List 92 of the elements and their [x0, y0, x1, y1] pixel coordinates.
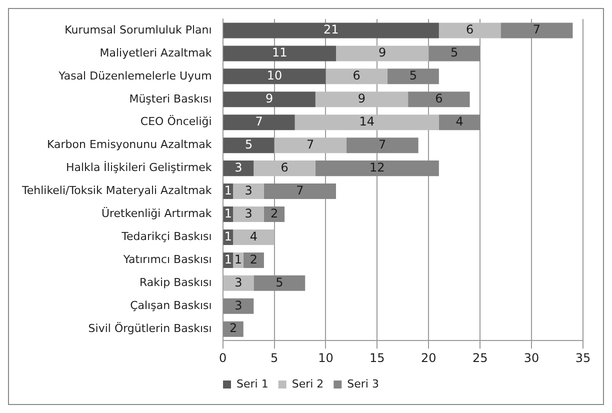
- data-label: 10: [266, 68, 282, 83]
- x-tick-label: 5: [270, 350, 278, 365]
- bar: [387, 68, 439, 84]
- bar: [294, 114, 439, 130]
- bar: [233, 229, 274, 245]
- y-tick-label: Karbon Emisyonunu Azaltmak: [47, 138, 212, 152]
- bar: [274, 138, 346, 154]
- bar: [233, 184, 264, 200]
- y-tick-label: Maliyetleri Azaltmak: [100, 46, 212, 60]
- bar: [315, 92, 408, 108]
- y-tick-label: Müşteri Baskısı: [129, 92, 212, 106]
- legend-label: Seri 3: [347, 377, 379, 390]
- data-label: 3: [234, 298, 242, 312]
- bar: [428, 46, 480, 62]
- data-label: 9: [358, 92, 366, 106]
- data-label: 3: [234, 275, 242, 290]
- legend-label: Seri 1: [236, 377, 268, 390]
- bar: [264, 184, 336, 200]
- data-label: 3: [234, 160, 242, 174]
- data-label: 3: [244, 183, 252, 198]
- data-label: 21: [323, 22, 339, 37]
- data-label: 7: [378, 137, 386, 152]
- y-tick-label: Kurumsal Sorumluluk Planı: [64, 23, 212, 36]
- data-label: 9: [266, 92, 274, 106]
- x-tick-label: 35: [575, 350, 591, 365]
- bar: [346, 138, 418, 154]
- bar: [233, 206, 264, 222]
- bar: [438, 114, 480, 130]
- data-label: 7: [296, 183, 304, 198]
- data-label: 1: [234, 252, 242, 266]
- data-label: 7: [255, 114, 263, 128]
- x-tick-label: 10: [318, 350, 334, 365]
- bar: [223, 138, 274, 154]
- bar: [315, 160, 439, 176]
- data-label: 5: [450, 46, 458, 60]
- bar: [223, 46, 336, 62]
- data-label: 4: [456, 114, 464, 128]
- data-label: 11: [272, 46, 288, 60]
- data-label: 5: [276, 275, 284, 290]
- y-tick-label: Çalışan Baskısı: [130, 299, 212, 312]
- data-label: 6: [466, 22, 474, 37]
- y-tick-label: Üretkenliği Artırmak: [101, 206, 212, 220]
- data-label: 1: [224, 206, 232, 220]
- bar: [438, 22, 501, 38]
- bar: [223, 92, 316, 108]
- bar: [336, 46, 429, 62]
- data-label: 2: [250, 252, 258, 266]
- data-label: 6: [280, 160, 288, 174]
- legend-label: Seri 2: [292, 377, 324, 390]
- x-tick-label: 15: [370, 350, 385, 365]
- bar: [326, 68, 388, 84]
- data-label: 1: [224, 183, 232, 198]
- data-label: 2: [230, 321, 238, 336]
- data-label: 6: [435, 92, 443, 106]
- bar: [408, 92, 470, 108]
- y-tick-label: Yasal Düzenlemelerle Uyum: [58, 69, 212, 82]
- x-tick-label: 20: [420, 350, 436, 365]
- bar: [254, 275, 306, 291]
- x-tick-label: 0: [218, 350, 227, 365]
- data-label: 5: [409, 68, 418, 83]
- bar: [264, 206, 285, 222]
- bar: [223, 68, 326, 84]
- bar: [223, 321, 244, 337]
- data-label: 5: [244, 137, 253, 152]
- x-tick-label: 30: [524, 350, 540, 365]
- data-label: 7: [532, 22, 541, 37]
- data-label: 3: [244, 206, 252, 220]
- data-label: 1: [224, 229, 232, 244]
- data-label: 12: [370, 160, 385, 174]
- bar: [223, 114, 295, 130]
- bar: [223, 22, 439, 38]
- bar: [243, 252, 264, 268]
- y-tick-label: Halkla İlişkileri Geliştirmek: [66, 160, 212, 174]
- data-label: 9: [378, 46, 386, 60]
- bar: [223, 160, 254, 176]
- bar: [254, 160, 316, 176]
- bar: [500, 22, 573, 38]
- data-label: 4: [250, 229, 258, 244]
- y-tick-label: Sivil Örgütlerin Baskısı: [88, 320, 212, 335]
- data-label: 14: [359, 114, 375, 128]
- y-tick-label: Yatırımcı Baskısı: [122, 253, 212, 266]
- y-tick-label: Rakip Baskısı: [140, 276, 212, 290]
- data-label: 6: [352, 68, 360, 83]
- bar: [223, 275, 254, 291]
- data-label: 1: [224, 252, 232, 266]
- y-tick-label: CEO Önceliği: [140, 114, 212, 128]
- bar: [223, 298, 254, 314]
- data-label: 2: [270, 206, 278, 220]
- y-tick-label: Tehlikeli/Toksik Materyali Azaltmak: [20, 184, 212, 198]
- x-tick-label: 25: [472, 350, 488, 365]
- data-label: 7: [306, 137, 314, 152]
- y-tick-label: Tedarikçi Baskısı: [120, 230, 212, 244]
